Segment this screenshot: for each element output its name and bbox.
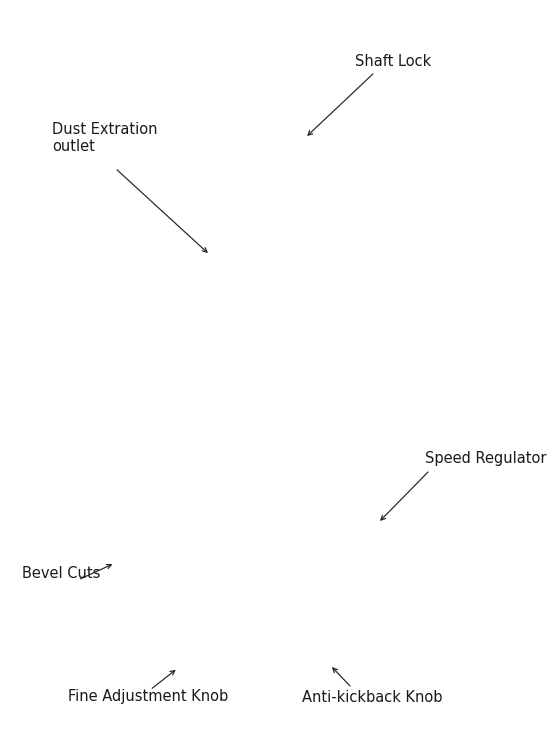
Text: Speed Regulator: Speed Regulator xyxy=(425,450,546,466)
Text: Fine Adjustment Knob: Fine Adjustment Knob xyxy=(68,690,228,704)
Text: Anti-kickback Knob: Anti-kickback Knob xyxy=(302,690,443,704)
Text: Shaft Lock: Shaft Lock xyxy=(355,54,431,70)
Text: Bevel Cuts: Bevel Cuts xyxy=(22,565,100,580)
Text: Dust Extration
outlet: Dust Extration outlet xyxy=(52,122,157,155)
